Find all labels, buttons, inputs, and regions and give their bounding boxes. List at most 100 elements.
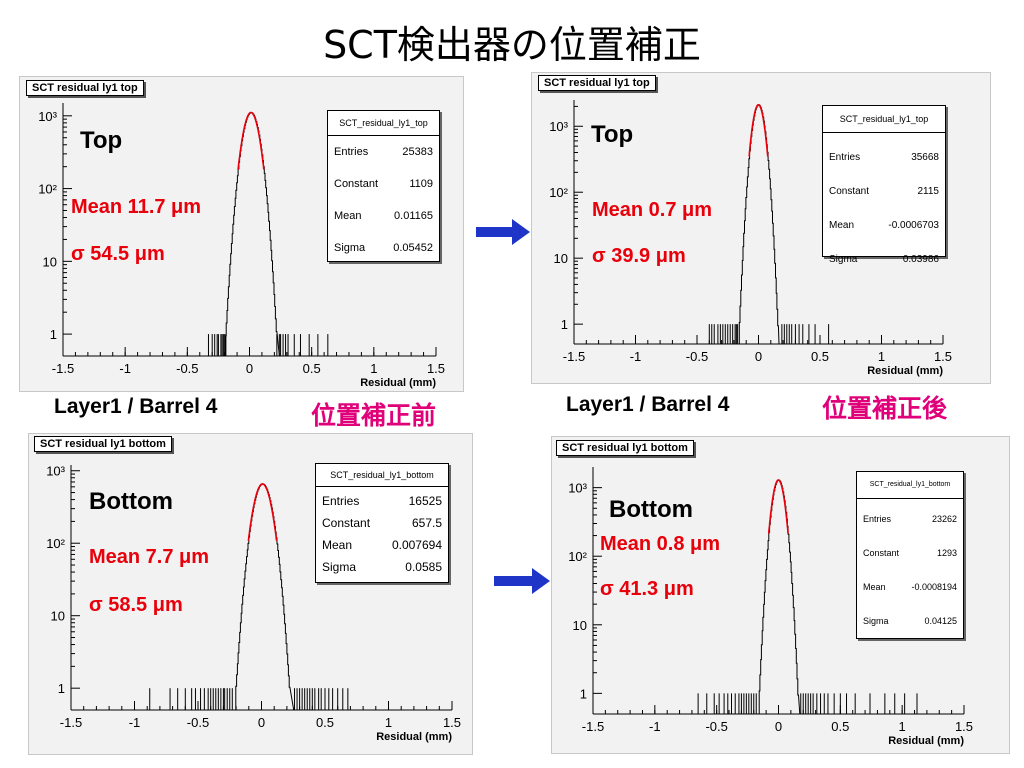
histogram-panel-bottom-before: -1.5 -1 -0.5 0 0.5 1 1.5 1 10 10² 10³ Residual (mm)… — [28, 433, 473, 755]
stats-row: Sigma 0.0585 — [322, 560, 442, 574]
stats-label: Sigma — [829, 254, 858, 265]
stats-label: Mean — [322, 538, 353, 552]
right-arrow-icon — [494, 568, 550, 594]
stats-row: Entries 35668 — [829, 152, 939, 163]
histogram-panel-top-before: -1.5 -1 -0.5 0 0.5 1 1.5 1 10 10² 10³ Residual (mm)… — [19, 76, 464, 392]
y-tick-label: 10² — [568, 549, 587, 564]
y-tick-label: 1 — [50, 327, 57, 342]
mean-annotation: Mean 7.7 μm — [89, 546, 210, 568]
x-tick-label: -0.5 — [686, 349, 708, 364]
stats-name: SCT_residual_ly1_bottom — [316, 464, 448, 487]
y-tick-label: 10² — [46, 536, 65, 551]
x-tick-label: -1 — [119, 361, 131, 376]
y-tick-label: 10 — [51, 609, 65, 624]
stats-box: SCT_residual_ly1_bottom Entries 23262 Con… — [856, 471, 964, 639]
x-tick-label: 0 — [775, 719, 782, 734]
stats-label: Sigma — [334, 242, 366, 254]
x-tick-label: 0.5 — [831, 719, 849, 734]
layer-caption-right: Layer1 / Barrel 4 — [566, 393, 730, 416]
stats-label: Entries — [829, 152, 861, 163]
stats-row: Mean 0.007694 — [322, 538, 442, 552]
y-tick-label: 1 — [561, 317, 568, 332]
stats-value: 16525 — [408, 494, 442, 508]
x-tick-label: -1.5 — [582, 719, 604, 734]
stats-label: Sigma — [863, 616, 889, 626]
stats-value: 1109 — [409, 178, 433, 190]
stats-value: 0.03986 — [902, 254, 939, 265]
stats-row: Sigma 0.04125 — [863, 616, 957, 626]
stats-name: SCT_residual_ly1_bottom — [857, 472, 963, 499]
stats-row: Entries 16525 — [322, 494, 442, 508]
gaussian-fit-curve — [748, 104, 769, 157]
histogram-title: SCT residual ly1 bottom — [34, 436, 172, 452]
x-tick-label: 0.5 — [316, 715, 334, 730]
x-tick-label: -1.5 — [52, 361, 74, 376]
stats-box: SCT_residual_ly1_bottom Entries 16525 Con… — [315, 463, 449, 583]
y-tick-label: 10³ — [568, 481, 587, 496]
stats-row: Mean -0.0008194 — [863, 582, 957, 592]
gaussian-fit-curve — [237, 111, 265, 170]
x-tick-label: 1 — [370, 361, 377, 376]
histogram-panel-top-after: -1.5 -1 -0.5 0 0.5 1 1.5 1 10 10² 10³ Residual (mm)… — [531, 72, 991, 384]
mean-annotation: Mean 0.7 μm — [592, 199, 713, 221]
x-tick-label: -1 — [649, 719, 661, 734]
region-label: Bottom — [609, 496, 693, 523]
stats-label: Constant — [863, 548, 900, 558]
x-tick-label: 1 — [385, 715, 392, 730]
gaussian-fit-curve — [767, 479, 789, 534]
stats-label: Entries — [322, 494, 360, 508]
stats-value: 657.5 — [411, 516, 442, 530]
x-axis-label: Residual (mm) — [360, 377, 436, 389]
x-axis-label: Residual (mm) — [867, 365, 943, 377]
stats-value: 0.04125 — [924, 616, 957, 626]
y-tick-label: 10 — [554, 251, 568, 266]
x-tick-label: -1.5 — [60, 715, 82, 730]
x-tick-label: 0 — [755, 349, 762, 364]
stats-box: SCT_residual_ly1_top Entries 35668 Consta… — [822, 105, 946, 265]
stats-box: SCT_residual_ly1_top Entries 25383 Consta… — [327, 110, 440, 262]
stats-name: SCT_residual_ly1_top — [328, 111, 439, 136]
stats-value: 25383 — [402, 146, 433, 158]
histogram-title: SCT residual ly1 top — [26, 80, 144, 96]
y-tick-label: 10³ — [549, 119, 568, 134]
stats-label: Constant — [322, 516, 371, 530]
stats-row: Entries 25383 — [334, 146, 433, 158]
sigma-annotation: σ 39.9 μm — [592, 245, 686, 267]
x-tick-label: 0 — [258, 715, 265, 730]
x-tick-label: 1.5 — [443, 715, 461, 730]
x-tick-label: -0.5 — [176, 361, 198, 376]
stats-label: Entries — [863, 514, 892, 524]
x-axis-label: Residual (mm) — [888, 735, 964, 747]
x-tick-label: 1.5 — [955, 719, 973, 734]
right-arrow-icon — [476, 219, 530, 245]
stats-row: Entries 23262 — [863, 514, 957, 524]
gaussian-fit-curve — [247, 483, 278, 541]
x-tick-label: -1.5 — [563, 349, 585, 364]
stats-value: 23262 — [931, 514, 957, 524]
x-tick-label: 1 — [878, 349, 885, 364]
y-tick-label: 10³ — [38, 109, 57, 124]
x-tick-label: -0.5 — [705, 719, 727, 734]
stats-row: Constant 1293 — [863, 548, 957, 558]
y-tick-label: 10 — [573, 618, 587, 633]
stats-value: -0.0008194 — [911, 582, 957, 592]
stats-value: 0.007694 — [391, 538, 442, 552]
region-label: Top — [591, 121, 634, 148]
stats-row: Mean -0.0006703 — [829, 220, 939, 231]
histogram-title: SCT residual ly1 top — [538, 75, 656, 91]
x-tick-label: 1 — [899, 719, 906, 734]
y-tick-label: 10 — [43, 254, 57, 269]
stats-label: Constant — [334, 178, 379, 190]
stats-value: 0.0585 — [405, 560, 442, 574]
x-tick-label: 0.5 — [303, 361, 321, 376]
stats-row: Mean 0.01165 — [334, 210, 433, 222]
x-tick-label: 0.5 — [811, 349, 829, 364]
y-tick-label: 1 — [580, 686, 587, 701]
stats-row: Sigma 0.03986 — [829, 254, 939, 265]
x-tick-label: -1 — [630, 349, 642, 364]
stats-label: Mean — [829, 220, 855, 231]
stats-value: -0.0006703 — [888, 220, 939, 231]
sigma-annotation: σ 41.3 μm — [600, 578, 694, 600]
stats-label: Constant — [829, 186, 870, 197]
stats-label: Entries — [334, 146, 369, 158]
